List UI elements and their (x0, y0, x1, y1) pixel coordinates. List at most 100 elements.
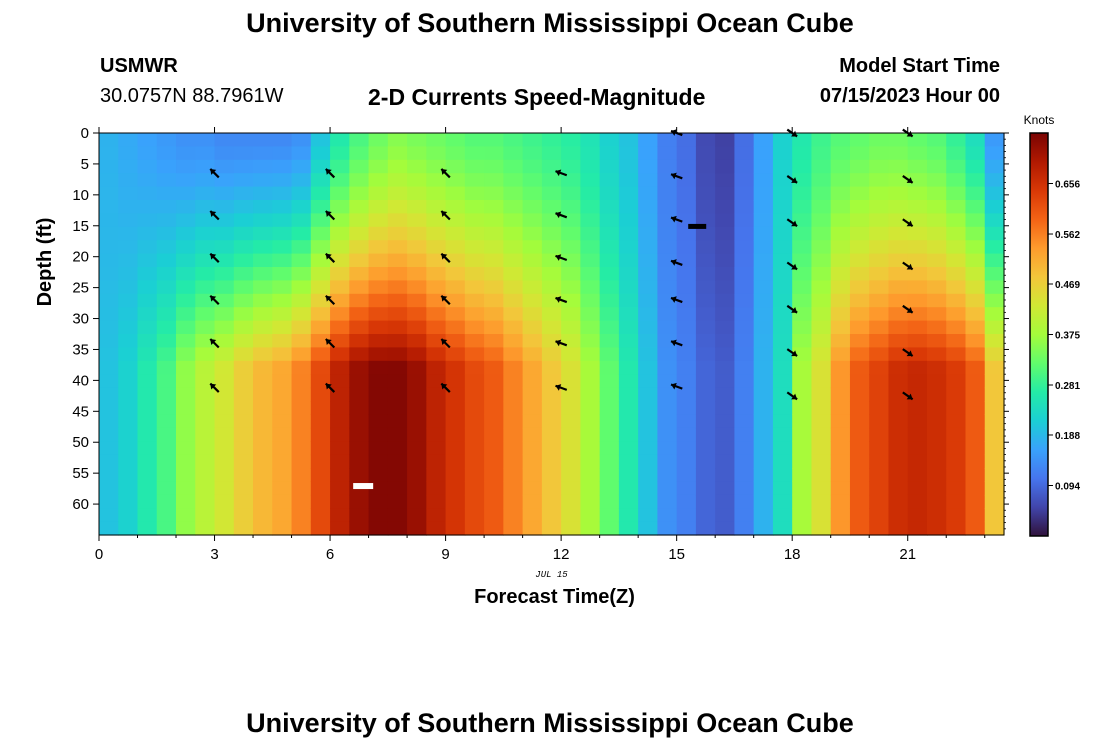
heatmap-cell (657, 320, 678, 335)
current-arrow (209, 338, 220, 349)
heatmap-cell (253, 521, 273, 536)
heatmap-cell (753, 360, 774, 375)
heatmap-cell (426, 133, 447, 147)
heatmap-cell (734, 173, 755, 188)
heatmap-cell (618, 293, 639, 308)
current-arrow (555, 296, 568, 304)
chart-subtitle: 2-D Currents Speed-Magnitude (368, 84, 706, 110)
heatmap-cell (118, 320, 139, 335)
heatmap-cell (330, 307, 350, 322)
heatmap-cell (195, 387, 216, 402)
heatmap-cell (291, 307, 312, 322)
heatmap-cell (137, 494, 158, 509)
heatmap-cell (676, 401, 697, 415)
heatmap-cell (926, 226, 947, 241)
heatmap-cell (522, 240, 543, 255)
heatmap-cell (407, 307, 427, 322)
heatmap-cell (176, 240, 196, 255)
heatmap-cell (349, 307, 370, 322)
heatmap-cell (695, 159, 716, 174)
heatmap-cell (349, 521, 370, 536)
heatmap-cell (176, 427, 196, 442)
heatmap-cell (407, 213, 427, 228)
heatmap-cell (522, 494, 543, 509)
heatmap-cell (118, 387, 139, 402)
heatmap-cell (291, 414, 312, 429)
heatmap-cell (291, 133, 312, 147)
heatmap-cell (387, 481, 408, 496)
heatmap-cell (310, 441, 331, 456)
heatmap-cell (965, 521, 986, 536)
heatmap-cell (368, 280, 389, 295)
heatmap-cell (695, 494, 716, 509)
heatmap-cell (657, 159, 678, 174)
heatmap-cell (753, 320, 774, 335)
heatmap-cell (811, 387, 832, 402)
heatmap-cell (734, 240, 755, 255)
heatmap-cell (888, 307, 909, 322)
current-arrow (670, 215, 683, 223)
heatmap-cell (676, 133, 697, 147)
heatmap-cell (445, 267, 466, 281)
heatmap-cell (426, 200, 447, 214)
heatmap-cell (426, 280, 447, 295)
heatmap-cell (156, 401, 177, 415)
heatmap-cell (464, 441, 485, 456)
heatmap-cell (118, 133, 139, 147)
heatmap-cell (811, 280, 832, 295)
heatmap-cell (195, 240, 216, 255)
heatmap-cell (926, 494, 947, 509)
heatmap-cell (522, 213, 543, 228)
heatmap-cell (946, 414, 967, 429)
heatmap-cell (830, 307, 851, 322)
heatmap-cell (137, 267, 158, 281)
heatmap-cell (503, 146, 524, 161)
heatmap-cell (214, 240, 235, 255)
heatmap-cell (830, 454, 851, 469)
heatmap-cell (676, 293, 697, 308)
heatmap-cell (195, 454, 216, 469)
heatmap-cell (772, 347, 793, 362)
heatmap-cell (869, 173, 890, 188)
heatmap-cell (253, 253, 273, 268)
colorbar-tick-label: 0.188 (1055, 431, 1080, 442)
heatmap-cell (464, 186, 485, 201)
heatmap-cell (715, 401, 736, 415)
heatmap-cell (195, 320, 216, 335)
heatmap-cell (907, 307, 928, 322)
heatmap-cell (618, 521, 639, 536)
heatmap-cell (118, 293, 139, 308)
heatmap-cell (869, 401, 890, 415)
heatmap-cell (734, 213, 755, 228)
heatmap-cell (984, 267, 1005, 281)
heatmap-cell (599, 253, 620, 268)
heatmap-cell (965, 360, 986, 375)
heatmap-cell (445, 226, 466, 241)
heatmap-cell (272, 320, 293, 335)
heatmap-cell (580, 253, 601, 268)
heatmap-cell (946, 213, 967, 228)
heatmap-cell (830, 226, 851, 241)
heatmap-cell (156, 374, 177, 389)
heatmap-cell (445, 293, 466, 308)
heatmap-cell (599, 481, 620, 496)
heatmap-cell (753, 454, 774, 469)
heatmap-cell (99, 293, 119, 308)
station-name: USMWR (100, 55, 178, 77)
heatmap-cell (984, 253, 1005, 268)
heatmap-cell (695, 481, 716, 496)
heatmap-cell (657, 521, 678, 536)
heatmap-cell (349, 253, 370, 268)
y-tick-label: 0 (81, 125, 89, 142)
heatmap-cell (792, 213, 813, 228)
heatmap-cell (888, 401, 909, 415)
heatmap-cell (792, 454, 813, 469)
heatmap-cell (792, 133, 813, 147)
y-tick-label: 25 (72, 280, 89, 297)
heatmap-cell (618, 334, 639, 348)
heatmap-cell (695, 441, 716, 456)
heatmap-cell (734, 401, 755, 415)
heatmap-cell (233, 414, 254, 429)
heatmap-cell (330, 508, 350, 523)
heatmap-cell (272, 213, 293, 228)
